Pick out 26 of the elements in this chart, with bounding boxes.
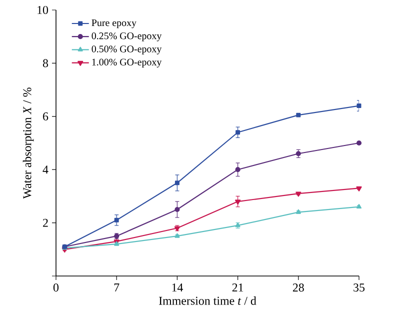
y-tick-label: 6 bbox=[43, 112, 48, 120]
point bbox=[114, 218, 119, 222]
x-axis-title: Immersion time t / d bbox=[159, 296, 256, 305]
x-tick-label: 28 bbox=[292, 284, 304, 292]
y-tick-label: 2 bbox=[43, 218, 48, 227]
point bbox=[296, 151, 301, 156]
x-tick-label: 35 bbox=[354, 284, 365, 292]
legend-label: 1.00% GO-epoxy bbox=[92, 58, 162, 68]
x-tick-label: 21 bbox=[232, 284, 244, 292]
y-tick-label: 4 bbox=[42, 166, 48, 174]
point bbox=[174, 180, 180, 186]
legend-label: 0.50% GO-epoxy bbox=[92, 46, 162, 54]
point bbox=[356, 140, 362, 146]
y-tick-label: 8 bbox=[42, 59, 48, 68]
legend-label: Pure epoxy bbox=[92, 19, 136, 28]
point bbox=[174, 206, 180, 212]
point bbox=[356, 104, 362, 108]
y-axis-title: Water absorption X / % bbox=[22, 88, 34, 199]
x-tick-label: 14 bbox=[172, 284, 183, 292]
point bbox=[236, 130, 240, 135]
y-tick-label: 10 bbox=[38, 6, 48, 14]
x-tick-label: 0 bbox=[53, 284, 59, 292]
point bbox=[235, 167, 240, 172]
point bbox=[235, 200, 241, 205]
legend-label: 0.25% GO-epoxy bbox=[92, 32, 162, 42]
x-tick-label: 7 bbox=[114, 284, 120, 292]
